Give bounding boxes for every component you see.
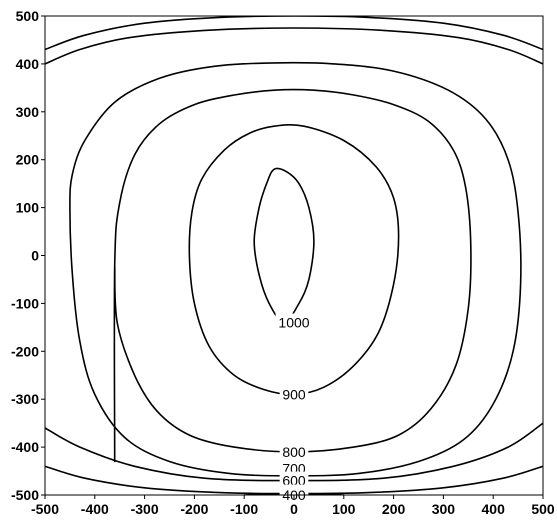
x-tick-label: 500 xyxy=(531,501,555,517)
x-tick-label: -200 xyxy=(180,501,208,517)
plot-frame xyxy=(44,15,544,496)
x-tick-label: -400 xyxy=(81,501,109,517)
y-tick-label: -200 xyxy=(11,343,39,359)
y-tick-label: 400 xyxy=(16,56,40,72)
x-tick-label: -100 xyxy=(230,501,258,517)
x-tick-label: 300 xyxy=(432,501,456,517)
contour-label-bg xyxy=(279,486,309,502)
x-tick-label: -500 xyxy=(31,501,59,517)
contour-line-800 xyxy=(113,88,472,463)
x-tick-label: -300 xyxy=(131,501,159,517)
contour-line-500 xyxy=(45,16,543,51)
y-tick-label: 300 xyxy=(16,104,40,120)
contour-label-900: 900 xyxy=(282,386,306,402)
x-tick-label: 400 xyxy=(482,501,506,517)
contour-label-1000: 1000 xyxy=(278,315,309,331)
contour-line-700 xyxy=(69,61,522,477)
contour-label-bg xyxy=(279,385,309,402)
y-tick-label: 200 xyxy=(16,152,40,168)
y-tick-label: 500 xyxy=(16,8,40,24)
x-tick-label: 100 xyxy=(332,501,356,517)
plot-area: 1000900800700600500400 xyxy=(45,16,543,503)
contour-line-600 xyxy=(45,27,543,65)
contour-line-1000 xyxy=(253,167,315,324)
y-tick-label: -300 xyxy=(11,391,39,407)
contour-line-900 xyxy=(188,124,400,396)
contour-label-bg xyxy=(279,471,309,488)
y-tick-label: -400 xyxy=(11,439,39,455)
y-tick-label: 0 xyxy=(31,248,39,264)
x-tick-label: 0 xyxy=(290,501,298,517)
y-tick-label: 100 xyxy=(16,200,40,216)
contour-label-bg xyxy=(275,313,313,330)
y-tick-label: -100 xyxy=(11,295,39,311)
y-tick-label: -500 xyxy=(11,487,39,503)
x-tick-label: 200 xyxy=(382,501,406,517)
contour-label-800: 800 xyxy=(282,444,306,460)
contour-label-bg xyxy=(279,442,309,459)
axes: -500 -400 -300 -200 -100 0 100 200 300 400 500 -500… xyxy=(11,8,555,517)
